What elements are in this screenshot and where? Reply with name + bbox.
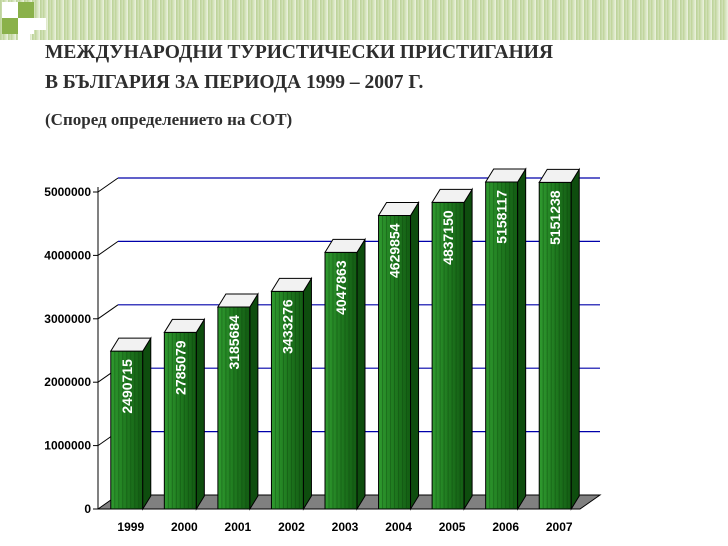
bar-data-label: 3185684 bbox=[226, 315, 242, 370]
x-tick-label: 2002 bbox=[278, 520, 305, 534]
x-tick-label: 2006 bbox=[492, 520, 519, 534]
x-tick-label: 2005 bbox=[439, 520, 466, 534]
bar-data-label: 4629854 bbox=[387, 223, 403, 278]
bar-top bbox=[270, 277, 313, 292]
bar-top bbox=[109, 337, 152, 352]
slide-title-line2: В БЪЛГАРИЯ ЗА ПЕРИОДА 1999 – 2007 Г. bbox=[45, 72, 424, 93]
bar-side bbox=[302, 276, 312, 511]
slide-title-block: МЕЖДУНАРОДНИ ТУРИСТИЧЕСКИ ПРИСТИГАНИЯ В … bbox=[45, 38, 715, 130]
bar-top bbox=[431, 188, 474, 203]
bar-side bbox=[356, 237, 366, 511]
bar-data-label: 3433276 bbox=[279, 299, 295, 354]
y-tick-label: 2000000 bbox=[44, 375, 91, 389]
y-tick-label: 3000000 bbox=[44, 312, 91, 326]
bar-side bbox=[195, 317, 205, 511]
bar-front bbox=[324, 251, 358, 510]
x-tick-label: 2000 bbox=[171, 520, 198, 534]
bar-side bbox=[570, 167, 580, 511]
bar-data-label: 4837150 bbox=[440, 210, 456, 265]
gridline-depth bbox=[97, 304, 119, 320]
bar-data-label: 2785079 bbox=[172, 340, 188, 395]
gridline-depth bbox=[97, 177, 119, 193]
x-tick-label: 1999 bbox=[117, 520, 144, 534]
gridline-depth bbox=[97, 240, 119, 256]
logo-squares-icon bbox=[2, 2, 46, 46]
bar-side bbox=[410, 200, 420, 511]
x-tick-label: 2001 bbox=[225, 520, 252, 534]
bar-side bbox=[142, 336, 152, 511]
bar-top bbox=[377, 201, 420, 216]
bar-front bbox=[217, 306, 251, 510]
slide-title-line1: МЕЖДУНАРОДНИ ТУРИСТИЧЕСКИ ПРИСТИГАНИЯ bbox=[45, 42, 554, 63]
bar-side bbox=[463, 187, 473, 511]
bar-data-label: 5158117 bbox=[494, 190, 510, 244]
slide-subtitle: (Според определението на СОТ) bbox=[45, 110, 293, 129]
x-tick-label: 2007 bbox=[546, 520, 573, 534]
bar-top bbox=[324, 238, 366, 253]
bar-front bbox=[270, 290, 304, 510]
bar-top bbox=[538, 168, 581, 183]
x-tick-label: 2003 bbox=[332, 520, 359, 534]
bar-front bbox=[110, 350, 144, 510]
bar-front bbox=[485, 181, 519, 510]
bar-top bbox=[163, 318, 206, 333]
y-tick-label: 4000000 bbox=[44, 248, 91, 262]
bar-side bbox=[249, 292, 259, 511]
x-tick-label: 2004 bbox=[385, 520, 412, 534]
bar-top bbox=[484, 168, 527, 183]
bar-front bbox=[163, 331, 197, 510]
bar-front bbox=[538, 181, 572, 510]
bar-side bbox=[517, 167, 527, 511]
y-tick-label: 1000000 bbox=[44, 439, 91, 453]
bar-data-label: 5151238 bbox=[547, 190, 563, 245]
bar-top bbox=[216, 293, 259, 308]
bar-data-label: 2490715 bbox=[119, 359, 135, 414]
y-tick-label: 0 bbox=[84, 502, 91, 516]
bar-data-label: 4047863 bbox=[333, 260, 349, 315]
header-gradient-band bbox=[0, 0, 728, 40]
y-tick-label: 5000000 bbox=[44, 185, 91, 199]
